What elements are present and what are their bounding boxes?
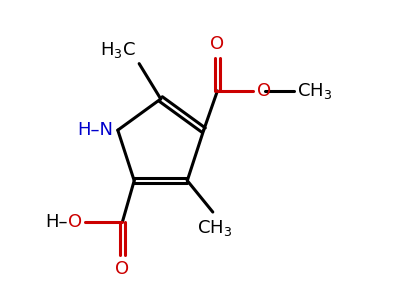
Text: O: O bbox=[257, 82, 271, 100]
Text: $\mathdefault{CH_3}$: $\mathdefault{CH_3}$ bbox=[197, 218, 232, 238]
Text: H–: H– bbox=[45, 213, 68, 231]
Text: O: O bbox=[68, 213, 82, 231]
Text: O: O bbox=[115, 260, 130, 278]
Text: $\mathdefault{H_3}$C: $\mathdefault{H_3}$C bbox=[100, 40, 136, 60]
Text: H–N: H–N bbox=[77, 121, 113, 139]
Text: O: O bbox=[210, 35, 224, 53]
Text: $\mathdefault{CH_3}$: $\mathdefault{CH_3}$ bbox=[297, 81, 332, 101]
